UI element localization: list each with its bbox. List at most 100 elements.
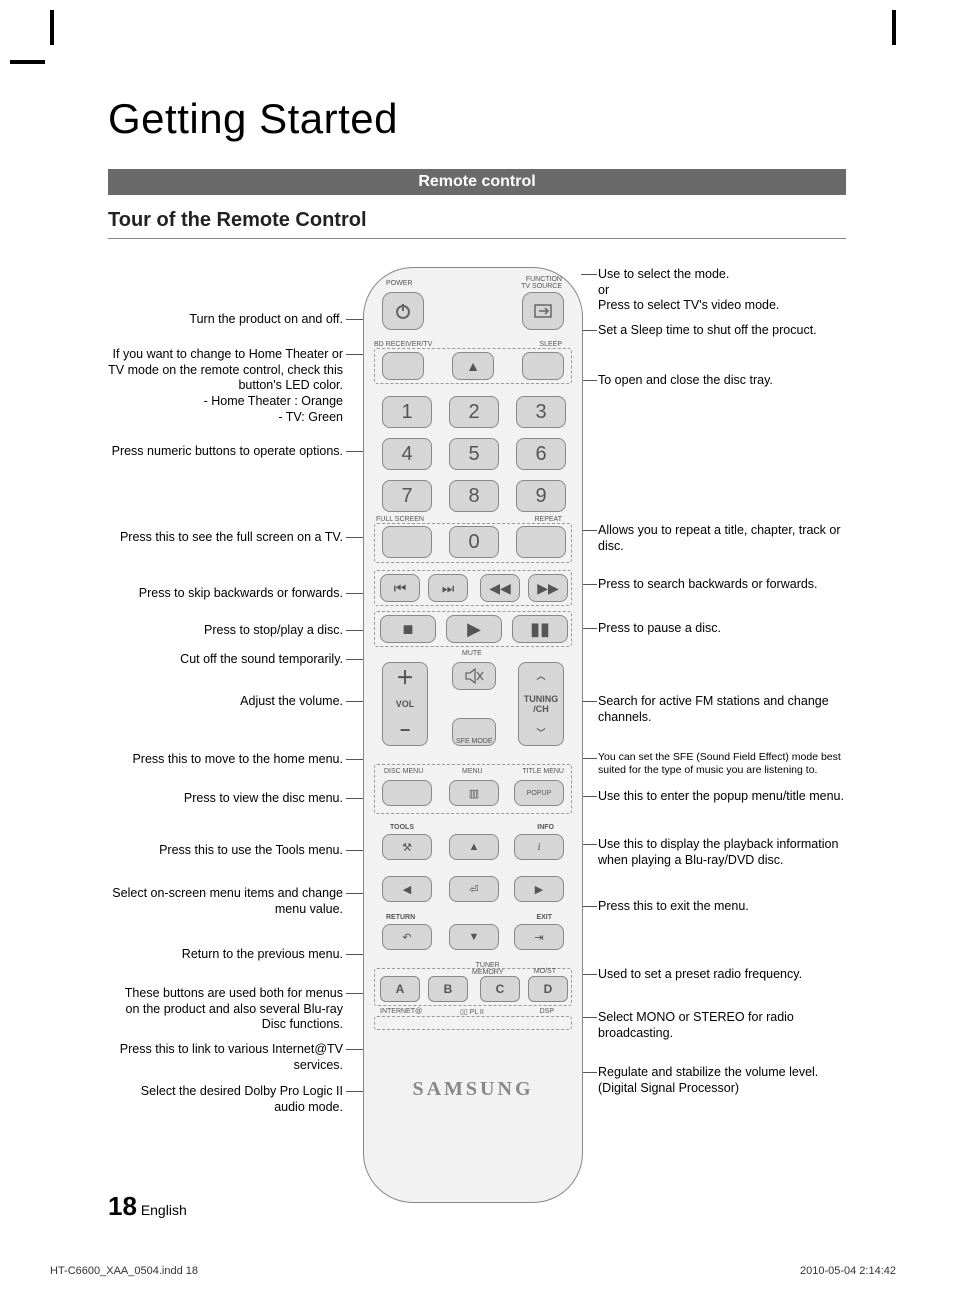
label-left-7: Adjust the volume. (108, 694, 343, 710)
num-3-button[interactable]: 3 (516, 396, 566, 428)
file-timestamp: 2010-05-04 2:14:42 (800, 1265, 896, 1277)
skip-back-button[interactable]: ⏮ (380, 574, 420, 602)
file-path: HT-C6600_XAA_0504.indd 18 (50, 1265, 198, 1277)
mute-button[interactable] (452, 662, 496, 690)
label-right-5: Press to pause a disc. (598, 621, 848, 637)
page-footer: 18 English (108, 1191, 187, 1222)
num-6-button[interactable]: 6 (516, 438, 566, 470)
moist-label: MO/ST (534, 968, 556, 975)
eject-button[interactable]: ▲ (452, 352, 494, 380)
num-8-button[interactable]: 8 (449, 480, 499, 512)
label-right-10: Press this to exit the menu. (598, 899, 848, 915)
num-2-button[interactable]: 2 (449, 396, 499, 428)
c-button[interactable]: C (480, 976, 520, 1002)
num-1-button[interactable]: 1 (382, 396, 432, 428)
label-left-4: Press to skip backwards or forwards. (108, 586, 343, 602)
power-label: POWER (386, 280, 412, 287)
search-fwd-button[interactable]: ▶▶ (528, 574, 568, 602)
info-label: INFO (537, 824, 554, 831)
remote-body: POWER FUNCTION TV SOURCE BD RECEIVER/TV … (363, 267, 583, 1203)
power-button[interactable] (382, 292, 424, 330)
label-left-1: If you want to change to Home Theater or… (108, 347, 343, 425)
label-left-15: Select the desired Dolby Pro Logic II au… (108, 1084, 343, 1115)
label-left-14: Press this to link to various Internet@T… (108, 1042, 343, 1073)
dsp-label: DSP (540, 1008, 554, 1015)
label-left-5: Press to stop/play a disc. (108, 623, 343, 639)
label-right-3: Allows you to repeat a title, chapter, t… (598, 523, 848, 554)
enter-button[interactable]: ⏎ (449, 876, 499, 902)
label-left-6: Cut off the sound temporarily. (108, 652, 343, 668)
label-right-6: Search for active FM stations and change… (598, 694, 848, 725)
label-right-4: Press to search backwards or forwards. (598, 577, 848, 593)
label-right-13: Regulate and stabilize the volume level.… (598, 1065, 848, 1096)
num-5-button[interactable]: 5 (449, 438, 499, 470)
exit-label: EXIT (536, 914, 552, 921)
down-button[interactable]: ▼ (449, 924, 499, 950)
page-number: 18 (108, 1191, 137, 1221)
label-right-11: Used to set a preset radio frequency. (598, 967, 848, 983)
repeat-label: REPEAT (535, 516, 563, 523)
file-meta: HT-C6600_XAA_0504.indd 18 2010-05-04 2:1… (50, 1265, 896, 1277)
disc-menu-button[interactable] (382, 780, 432, 806)
label-left-12: Return to the previous menu. (108, 947, 343, 963)
num-7-button[interactable]: 7 (382, 480, 432, 512)
page-title: Getting Started (108, 95, 846, 143)
label-left-13: These buttons are used both for menus on… (108, 986, 343, 1033)
right-button[interactable]: ▶ (514, 876, 564, 902)
sleep-label: SLEEP (539, 341, 562, 348)
skip-fwd-button[interactable]: ⏭ (428, 574, 468, 602)
num-9-button[interactable]: 9 (516, 480, 566, 512)
tools-button[interactable]: ⚒ (382, 834, 432, 860)
label-right-7: You can set the SFE (Sound Field Effect)… (598, 751, 848, 777)
search-back-button[interactable]: ◀◀ (480, 574, 520, 602)
tuning-label: TUNING /CH (524, 694, 559, 714)
popup-button[interactable]: POPUP (514, 780, 564, 806)
sfe-label: SFE MODE (456, 738, 493, 745)
function-label: FUNCTION (526, 276, 562, 283)
label-left-3: Press this to see the full screen on a T… (108, 530, 343, 546)
pause-button[interactable]: ▮▮ (512, 615, 568, 643)
d-button[interactable]: D (528, 976, 568, 1002)
left-button[interactable]: ◀ (382, 876, 432, 902)
volume-rocker[interactable]: ＋ VOL − (382, 662, 428, 746)
label-left-11: Select on-screen menu items and change m… (108, 886, 343, 917)
tools-label: TOOLS (390, 824, 414, 831)
mute-label: MUTE (462, 650, 482, 657)
label-left-8: Press this to move to the home menu. (108, 752, 343, 768)
remote-diagram: Turn the product on and off. If you want … (108, 267, 846, 1217)
up-button[interactable]: ▲ (449, 834, 499, 860)
tv-source-button[interactable] (522, 292, 564, 330)
menu-button[interactable]: ▥ (449, 780, 499, 806)
label-left-2: Press numeric buttons to operate options… (108, 444, 343, 460)
return-button[interactable]: ↶ (382, 924, 432, 950)
label-left-0: Turn the product on and off. (108, 312, 343, 328)
label-right-0: Use to select the mode. or Press to sele… (598, 267, 848, 314)
brand-logo: SAMSUNG (364, 1078, 582, 1101)
label-right-2: To open and close the disc tray. (598, 373, 848, 389)
bdtv-button[interactable] (382, 352, 424, 380)
tuner-label: TUNER MEMORY (472, 962, 503, 976)
label-left-9: Press to view the disc menu. (108, 791, 343, 807)
exit-button[interactable]: ⇥ (514, 924, 564, 950)
section-subhead: Tour of the Remote Control (108, 209, 846, 239)
a-button[interactable]: A (380, 976, 420, 1002)
play-button[interactable]: ▶ (446, 615, 502, 643)
b-button[interactable]: B (428, 976, 468, 1002)
bdtv-label: BD RECEIVER/TV (374, 341, 432, 348)
vol-label: VOL (396, 699, 415, 709)
stop-button[interactable]: ■ (380, 615, 436, 643)
label-right-9: Use this to display the playback informa… (598, 837, 848, 868)
section-banner: Remote control (108, 169, 846, 195)
tuning-ch-rocker[interactable]: ︿ TUNING /CH ﹀ (518, 662, 564, 746)
dpl-label: ▯▯ PL II (460, 1008, 484, 1016)
fullscreen-label: FULL SCREEN (376, 516, 424, 523)
titlemenu-label: TITLE MENU (522, 768, 564, 775)
tvsource-label: TV SOURCE (521, 283, 562, 290)
label-right-12: Select MONO or STEREO for radio broadcas… (598, 1010, 848, 1041)
menu-label: MENU (462, 768, 483, 775)
label-left-10: Press this to use the Tools menu. (108, 843, 343, 859)
info-button[interactable]: i (514, 834, 564, 860)
return-label: RETURN (386, 914, 415, 921)
sleep-button[interactable] (522, 352, 564, 380)
num-4-button[interactable]: 4 (382, 438, 432, 470)
